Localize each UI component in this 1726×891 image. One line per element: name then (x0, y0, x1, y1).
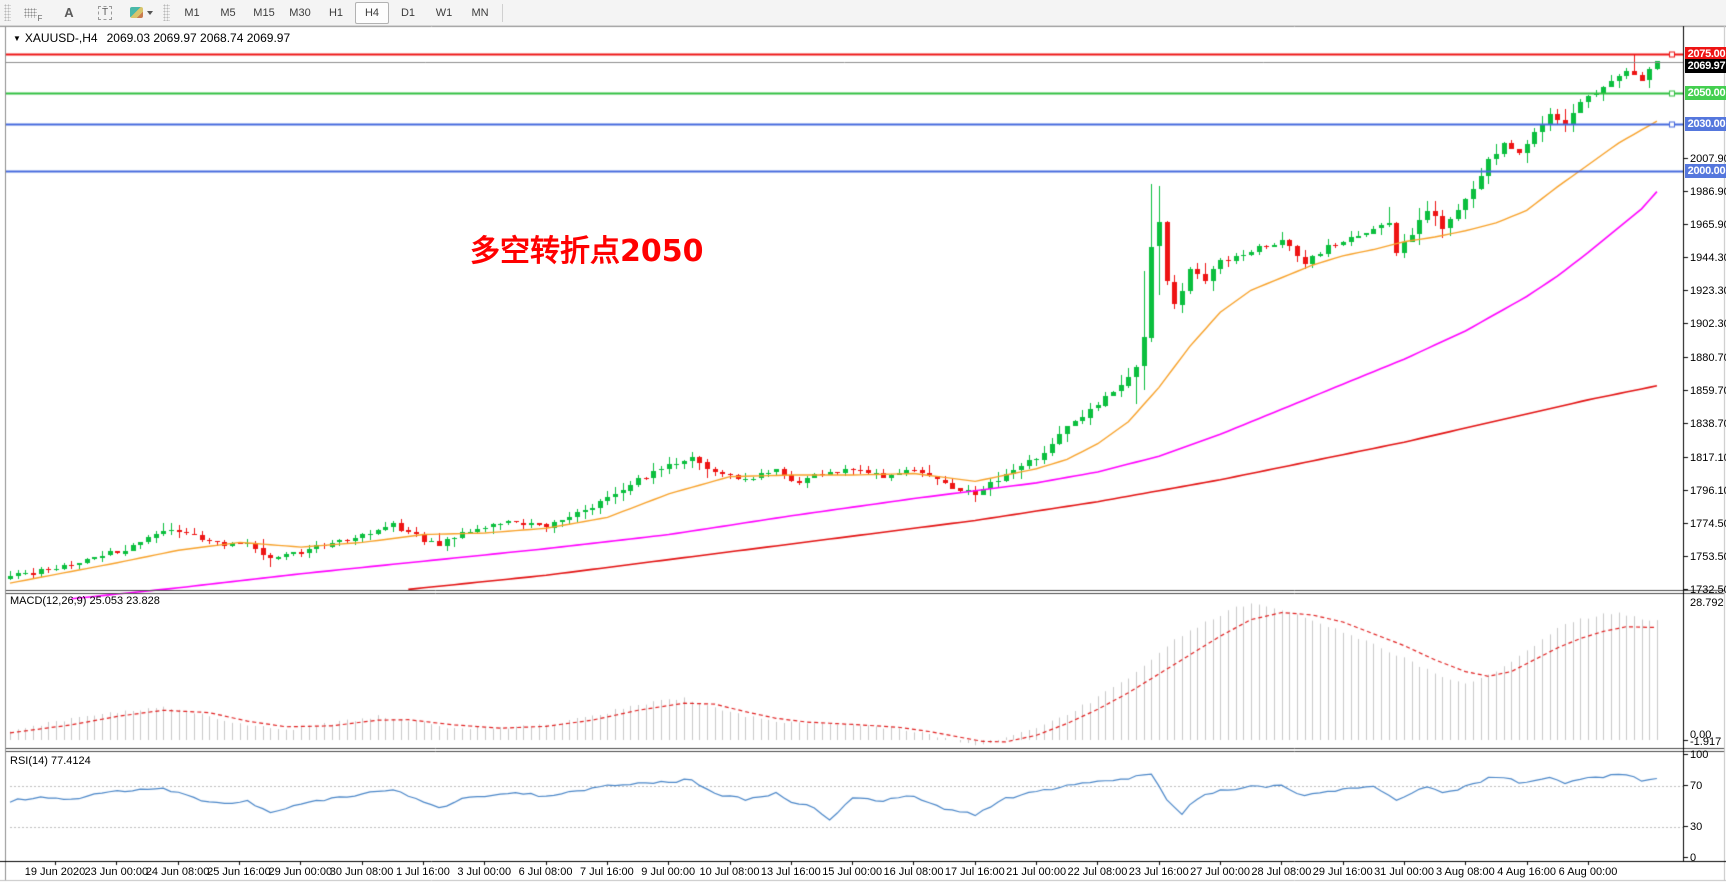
crayon-icon (129, 7, 143, 18)
timeframe-m30[interactable]: M30 (289, 6, 311, 19)
text-box-tool-button[interactable]: T (88, 2, 122, 24)
ohlc-readout: 2069.03 2069.97 2068.74 2069.97 (106, 31, 291, 45)
toolbar-drag-handle[interactable] (4, 4, 11, 21)
rsi-indicator-label: RSI(14) 77.4124 (10, 755, 91, 767)
text-box-icon: T (97, 5, 113, 20)
timeframe-m15[interactable]: M15 (253, 6, 275, 19)
timeframe-group: M1 M5 M15 M30 H1 H4 D1 W1 MN (174, 1, 498, 24)
timeframe-h1[interactable]: H1 (328, 6, 344, 19)
crayon-colors-button[interactable] (124, 2, 158, 24)
chevron-down-icon (146, 10, 153, 15)
text-a-tool-button[interactable]: A (52, 2, 86, 24)
timeframe-m5[interactable]: M5 (220, 6, 236, 19)
timeframe-d1[interactable]: D1 (400, 6, 416, 19)
chart-text-annotation[interactable]: 多空转折点2050 (470, 234, 704, 269)
timeframe-w1[interactable]: W1 (435, 6, 453, 19)
timeframe-toolbar-drag-handle[interactable] (163, 4, 170, 21)
collapse-triangle-icon: ▼ (13, 34, 21, 43)
chart-header: ▼ XAUUSD-,H4 2069.03 2069.97 2068.74 2069.… (13, 31, 290, 45)
grid-f-tool-button[interactable]: F (16, 2, 50, 24)
macd-indicator-label: MACD(12,26,9) 25.053 23.828 (10, 595, 160, 607)
grid-f-label: F (37, 13, 43, 23)
letter-a-icon: A (64, 5, 74, 20)
toolbar-separator (502, 3, 503, 22)
dotted-grid-icon (23, 7, 37, 18)
timeframe-h4[interactable]: H4 (355, 1, 389, 24)
timeframe-m1[interactable]: M1 (184, 6, 200, 19)
top-toolbar: F A T M1 M5 M15 M30 H1 H4 D1 W1 MN (0, 0, 1726, 26)
symbol-period-label: XAUUSD-,H4 (24, 31, 98, 45)
timeframe-mn[interactable]: MN (471, 6, 489, 19)
